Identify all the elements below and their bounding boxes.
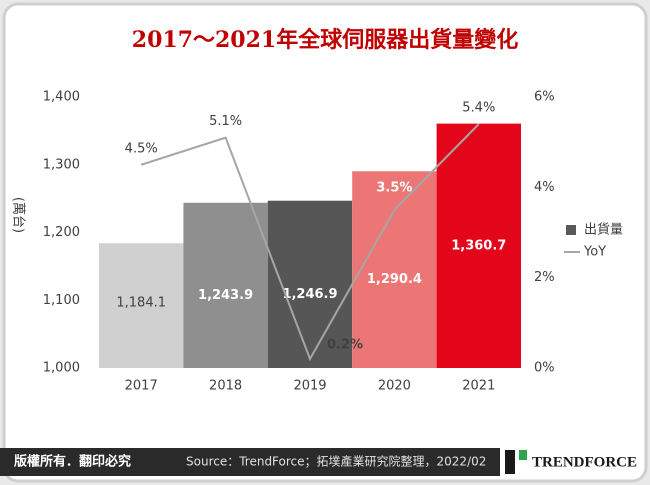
y2-tick-label: 4% bbox=[534, 180, 555, 195]
y-tick-label: 1,100 bbox=[43, 293, 80, 308]
line-value-label: 3.5% bbox=[376, 180, 412, 195]
legend-swatch bbox=[566, 225, 576, 235]
line-value-label: 5.4% bbox=[462, 101, 495, 116]
y-axis-label: (萬台) bbox=[11, 197, 26, 233]
x-tick-label: 2018 bbox=[209, 379, 242, 394]
chart-title: 2017～2021年全球伺服器出貨量變化 bbox=[132, 27, 518, 53]
x-tick-label: 2017 bbox=[125, 379, 158, 394]
y2-tick-label: 0% bbox=[534, 361, 555, 376]
bar bbox=[436, 123, 521, 368]
y-tick-label: 1,000 bbox=[43, 361, 80, 376]
y2-tick-label: 6% bbox=[534, 90, 555, 105]
line-value-label: 4.5% bbox=[125, 141, 158, 156]
bar-value-label: 1,360.7 bbox=[451, 238, 506, 253]
bar-value-label: 1,246.9 bbox=[282, 287, 337, 302]
copyright: 版權所有．翻印必究 bbox=[14, 454, 131, 470]
bar bbox=[352, 171, 437, 368]
line-value-label: 5.1% bbox=[209, 114, 242, 129]
y-tick-label: 1,300 bbox=[43, 157, 80, 172]
y-tick-label: 1,200 bbox=[43, 225, 80, 240]
source: Source：TrendForce；拓墣產業研究院整理，2022/02 bbox=[186, 454, 486, 469]
bar bbox=[183, 202, 268, 368]
x-tick-label: 2021 bbox=[462, 379, 495, 394]
line bbox=[140, 123, 480, 362]
x-tick-label: 2019 bbox=[293, 379, 326, 394]
logo-icon bbox=[505, 450, 515, 474]
footer-bar bbox=[0, 448, 500, 476]
logo-icon bbox=[519, 450, 527, 460]
legend-label: 出貨量 bbox=[584, 222, 623, 238]
legend-label: YoY bbox=[583, 245, 606, 260]
bar-value-label: 1,243.9 bbox=[198, 288, 253, 303]
bar bbox=[99, 243, 184, 368]
line-value-label: 0.2% bbox=[327, 337, 363, 352]
logo: TRENDFORCE bbox=[532, 454, 637, 470]
bar-value-label: 1,184.1 bbox=[116, 296, 166, 311]
y-tick-label: 1,400 bbox=[43, 90, 80, 105]
bar-value-label: 1,290.4 bbox=[367, 272, 422, 287]
x-tick-label: 2020 bbox=[378, 379, 411, 394]
y2-tick-label: 2% bbox=[534, 270, 555, 285]
